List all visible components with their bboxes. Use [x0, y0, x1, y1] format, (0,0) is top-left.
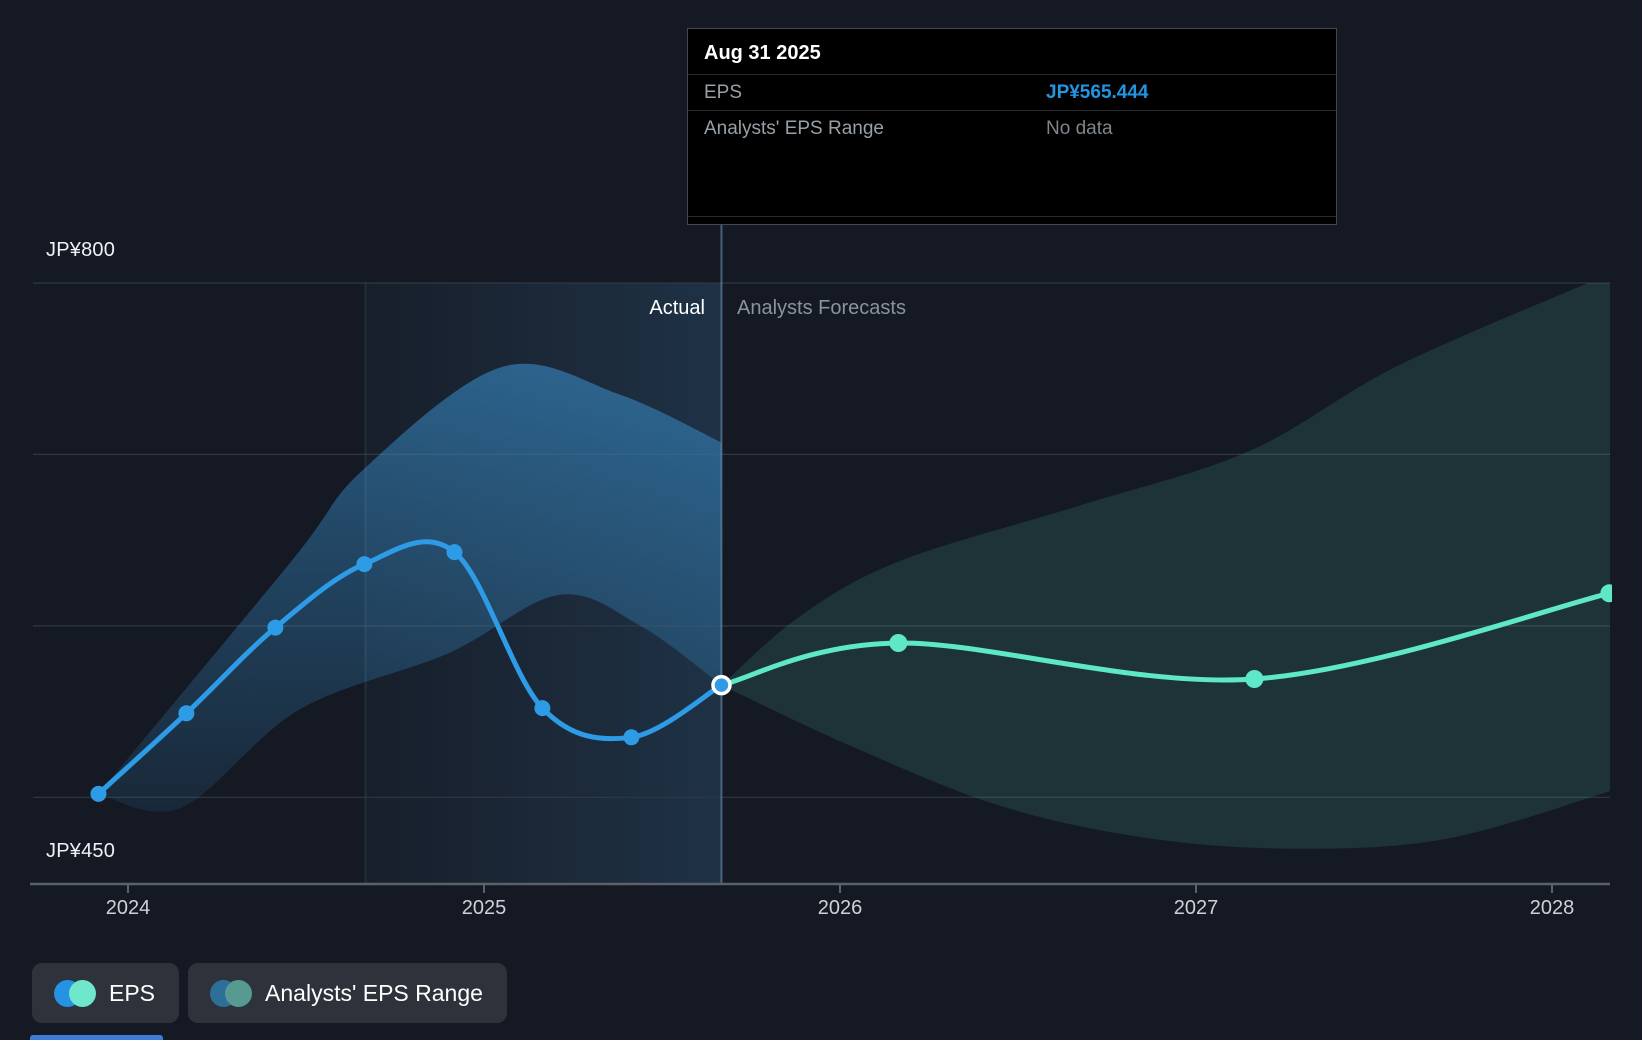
actual-eps-point[interactable]	[623, 729, 640, 746]
range-legend-dots-icon	[210, 979, 253, 1007]
forecast-region-label: Analysts Forecasts	[737, 297, 906, 319]
eps-legend-dots-icon	[54, 979, 96, 1007]
x-tick-label: 2025	[461, 897, 507, 919]
x-tick-label: 2024	[105, 897, 151, 919]
y-axis-max-label: JP¥800	[46, 239, 116, 261]
tooltip-eps-label: EPS	[704, 81, 743, 103]
y-axis-min-label: JP¥450	[46, 840, 116, 862]
x-tick-label: 2026	[817, 897, 863, 919]
tooltip-eps-value: JP¥565.444	[1046, 81, 1149, 103]
legend-range-label: Analysts' EPS Range	[265, 979, 483, 1006]
tooltip-row-range: Analysts' EPS Range No data	[688, 111, 1336, 146]
x-tick-label: 2027	[1173, 897, 1219, 919]
series-points	[90, 544, 1618, 802]
legend-item-analysts-range[interactable]: Analysts' EPS Range	[188, 963, 507, 1023]
tooltip-date: Aug 31 2025	[704, 42, 821, 64]
tooltip-range-label: Analysts' EPS Range	[704, 117, 884, 139]
actual-eps-range-band	[98, 363, 722, 812]
tooltip-row-eps: EPS JP¥565.444	[688, 75, 1336, 110]
legend-eps-label: EPS	[109, 979, 156, 1006]
actual-eps-point[interactable]	[356, 556, 373, 573]
forecast-eps-point[interactable]	[1245, 670, 1264, 688]
tooltip-divider	[688, 74, 1336, 75]
actual-eps-line	[96, 539, 724, 797]
tooltip-footer-divider	[688, 216, 1336, 217]
actual-eps-point[interactable]	[446, 544, 463, 561]
actual-region-label: Actual	[649, 297, 705, 319]
actual-eps-point[interactable]	[534, 700, 551, 717]
analysts-eps-range-band	[721, 283, 1610, 849]
series-lines	[96, 539, 1612, 797]
actual-eps-point[interactable]	[267, 619, 284, 636]
bottom-accent-bar	[30, 1035, 163, 1040]
actual-eps-point[interactable]	[90, 785, 107, 802]
tooltip-range-value: No data	[1046, 117, 1113, 139]
forecast-eps-point[interactable]	[889, 634, 908, 652]
tooltip-divider	[688, 110, 1336, 111]
chart-legend: EPS Analysts' EPS Range	[32, 963, 507, 1023]
forecast-eps-point[interactable]	[1600, 584, 1618, 603]
legend-item-eps[interactable]: EPS	[32, 963, 180, 1023]
x-tick-label: 2028	[1529, 897, 1575, 919]
cutoff-eps-point-selected[interactable]	[711, 674, 732, 696]
confidence-bands	[98, 283, 1610, 849]
forecast-eps-line	[719, 590, 1612, 688]
actual-eps-point[interactable]	[178, 705, 195, 722]
chart-tooltip: Aug 31 2025 EPS JP¥565.444 Analysts' EPS…	[687, 28, 1337, 225]
